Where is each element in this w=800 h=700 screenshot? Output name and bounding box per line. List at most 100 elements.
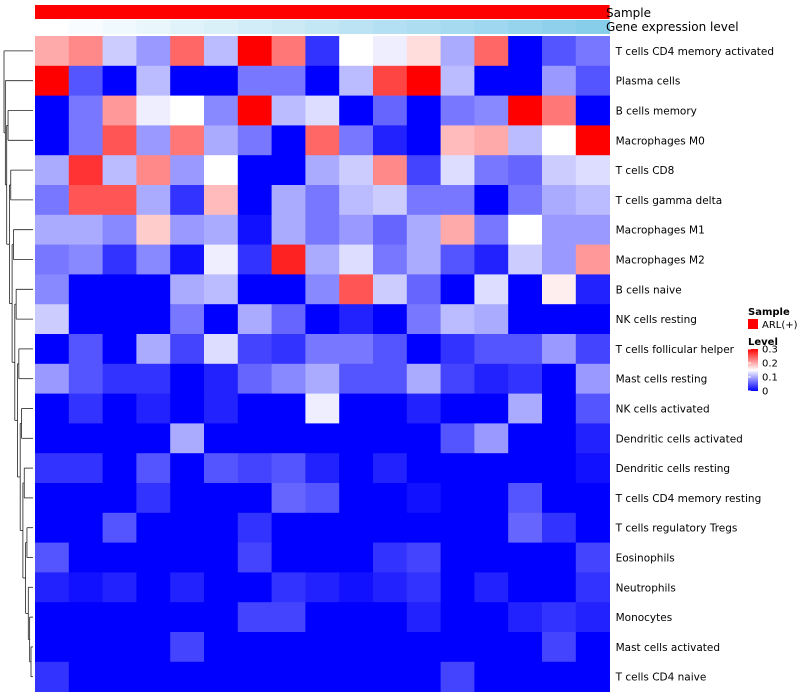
heatmap-cell — [575, 512, 610, 543]
row-label: NK cells resting — [616, 314, 697, 326]
annotation-cell-gene-expression — [305, 20, 340, 34]
heatmap-cell — [339, 185, 374, 216]
heatmap-cell — [237, 244, 272, 275]
heatmap-cell — [508, 334, 543, 365]
heatmap-cell — [35, 483, 70, 514]
heatmap-cell — [136, 423, 171, 454]
heatmap-cell — [305, 483, 340, 514]
heatmap-cell — [440, 185, 475, 216]
heatmap-cell — [440, 214, 475, 245]
heatmap-cell — [440, 95, 475, 126]
heatmap-cell — [305, 423, 340, 454]
heatmap-cell — [305, 334, 340, 365]
heatmap-cell — [440, 65, 475, 96]
heatmap-cell — [440, 363, 475, 394]
heatmap-cell — [542, 602, 577, 633]
heatmap-cell — [102, 453, 137, 484]
heatmap-cell — [440, 393, 475, 424]
heatmap-cell — [35, 95, 70, 126]
heatmap-cell — [474, 393, 509, 424]
heatmap-cell — [305, 512, 340, 543]
heatmap-cell — [339, 363, 374, 394]
heatmap-cell — [271, 274, 306, 305]
heatmap-cell — [406, 36, 441, 67]
heatmap-cell — [102, 661, 137, 692]
heatmap-cell — [474, 661, 509, 692]
annotation-cell-gene-expression — [271, 20, 306, 34]
heatmap-cell — [373, 453, 408, 484]
heatmap-cell — [204, 36, 239, 67]
heatmap-cell — [474, 512, 509, 543]
heatmap-cell — [339, 632, 374, 663]
heatmap-cell — [170, 304, 205, 335]
heatmap-cell — [508, 661, 543, 692]
heatmap-cell — [271, 572, 306, 603]
heatmap-cell — [508, 602, 543, 633]
heatmap-cell — [474, 95, 509, 126]
row-label: T cells follicular helper — [615, 344, 735, 356]
heatmap-cell — [575, 483, 610, 514]
heatmap-cell — [542, 155, 577, 186]
heatmap-cell — [542, 483, 577, 514]
heatmap-cell — [305, 602, 340, 633]
heatmap-cell — [136, 483, 171, 514]
heatmap-cell — [339, 334, 374, 365]
heatmap-cell — [170, 423, 205, 454]
legend-level-ticks: 0.3 0.2 0.1 0 — [748, 345, 778, 398]
heatmap-cell — [237, 393, 272, 424]
heatmap-cell — [305, 95, 340, 126]
heatmap-cell — [102, 185, 137, 216]
heatmap-cell — [339, 36, 374, 67]
heatmap-cell — [508, 572, 543, 603]
heatmap-cell — [542, 632, 577, 663]
heatmap-cell — [542, 95, 577, 126]
annotation-cell-gene-expression — [542, 20, 577, 34]
heatmap-cell — [508, 632, 543, 663]
heatmap-cell — [339, 483, 374, 514]
heatmap-cell — [339, 602, 374, 633]
heatmap-cell — [305, 36, 340, 67]
heatmap-cell — [373, 602, 408, 633]
heatmap-cell — [575, 244, 610, 275]
heatmap-cell — [406, 542, 441, 573]
legend-sample-title: Sample — [748, 307, 790, 318]
annotation-cell-gene-expression — [35, 20, 70, 34]
heatmap-cell — [237, 632, 272, 663]
heatmap-cell — [170, 155, 205, 186]
heatmap-cell — [508, 244, 543, 275]
heatmap-cell — [204, 661, 239, 692]
heatmap-cell — [204, 363, 239, 394]
heatmap-cell — [339, 274, 374, 305]
heatmap-cell — [271, 334, 306, 365]
heatmap-cell — [237, 36, 272, 67]
heatmap-cell — [237, 602, 272, 633]
heatmap-cell — [204, 304, 239, 335]
heatmap-cell — [339, 512, 374, 543]
annotation-cell-gene-expression — [237, 20, 273, 34]
heatmap-cell — [474, 65, 509, 96]
heatmap-cell — [204, 423, 239, 454]
heatmap-cell — [474, 632, 509, 663]
heatmap-cell — [170, 363, 205, 394]
row-label: Macrophages M0 — [616, 135, 705, 147]
heatmap-cell — [508, 453, 543, 484]
heatmap-cell — [474, 125, 509, 156]
heatmap-cell — [508, 304, 543, 335]
heatmap-cell — [440, 334, 475, 365]
legend-sample-entry: ARL(+) — [762, 320, 798, 331]
heatmap-cell — [136, 36, 171, 67]
heatmap-cell — [373, 542, 408, 573]
heatmap-cell — [170, 483, 205, 514]
heatmap-cell — [440, 572, 475, 603]
heatmap-cell — [339, 304, 374, 335]
heatmap-cell — [271, 304, 306, 335]
heatmap-cell — [204, 214, 239, 245]
heatmap-cell — [542, 65, 577, 96]
heatmap-cell — [575, 602, 610, 633]
heatmap-cell — [237, 214, 272, 245]
heatmap-cell — [406, 483, 441, 514]
annotation-cell-gene-expression — [575, 20, 611, 34]
heatmap-cell — [102, 393, 137, 424]
heatmap-cells — [35, 36, 610, 692]
heatmap-cell — [35, 185, 70, 216]
